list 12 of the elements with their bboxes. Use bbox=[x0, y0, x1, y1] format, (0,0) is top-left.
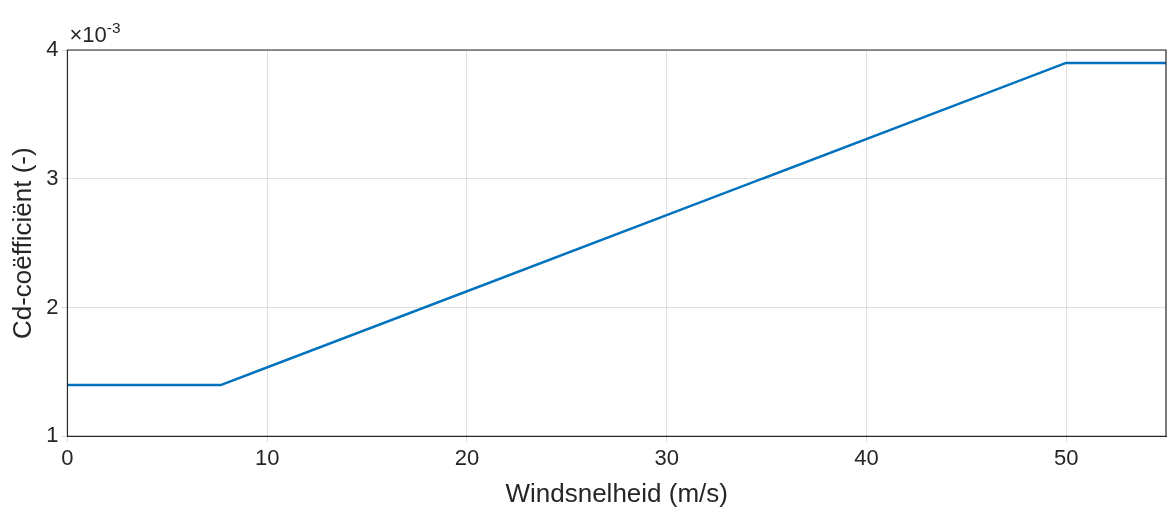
x-tick-label: 50 bbox=[1053, 444, 1079, 470]
y-tick-label: 4 bbox=[46, 36, 59, 62]
x-tick-label: 0 bbox=[61, 444, 74, 470]
y-tick-label: 3 bbox=[46, 164, 59, 190]
x-tick-label: 10 bbox=[254, 444, 280, 470]
x-tick-label: 40 bbox=[854, 444, 879, 470]
y-axis-title: Cd-coëfficiënt (-) bbox=[6, 147, 37, 340]
y-tick-label: 2 bbox=[46, 293, 59, 319]
x-tick-label: 30 bbox=[654, 444, 679, 470]
x-tick-label: 20 bbox=[454, 444, 480, 470]
x-axis-title: Windsnelheid (m/s) bbox=[505, 477, 728, 508]
y-tick-label: 1 bbox=[46, 422, 59, 448]
